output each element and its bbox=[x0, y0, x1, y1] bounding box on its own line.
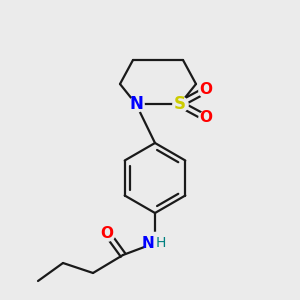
Text: O: O bbox=[200, 110, 212, 125]
Text: S: S bbox=[174, 95, 186, 113]
Text: O: O bbox=[200, 82, 212, 98]
Text: N: N bbox=[141, 236, 154, 250]
Text: O: O bbox=[100, 226, 113, 241]
Text: N: N bbox=[129, 95, 143, 113]
Text: H: H bbox=[156, 236, 166, 250]
